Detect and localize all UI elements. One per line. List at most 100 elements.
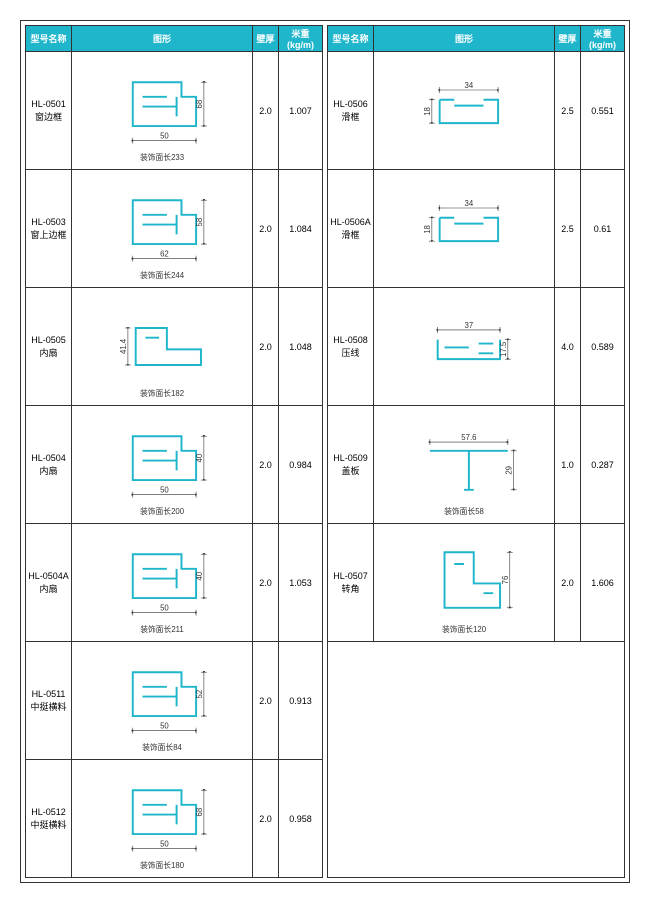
svg-text:18: 18 [423,225,432,234]
model-code: HL-0506A [330,216,371,229]
graph-cell: 50 52装饰面长84 [72,642,253,760]
graph-cell: 34 18 [374,52,555,170]
thickness-cell: 2.5 [555,170,581,288]
table-row: HL-0501 窗边框 50 68装饰面长233 2.0 1.007 [26,52,323,170]
svg-text:装饰面长180: 装饰面长180 [140,860,185,870]
svg-text:装饰面长233: 装饰面长233 [140,152,184,162]
graph-cell: 57.6 29装饰面长58 [374,406,555,524]
graph-cell: 50 68 装饰面长233 [72,52,253,170]
th-graph: 图形 [72,26,253,52]
graph-cell: 50 68装饰面长180 [72,760,253,878]
model-code: HL-0506 [330,98,371,111]
table-row: HL-0508 压线 37 17.5 4.0 0.589 [328,288,625,406]
thickness-cell: 2.0 [253,288,279,406]
right-table: 型号名称 图形 壁厚 米重(kg/m) HL-0506 滑框 34 18 2.5… [327,25,625,642]
svg-text:18: 18 [423,107,432,116]
model-code: HL-0512 [28,806,69,819]
model-name: 窗边框 [28,111,69,124]
model-cell: HL-0501 窗边框 [26,52,72,170]
graph-cell: 34 18 [374,170,555,288]
svg-text:17.5: 17.5 [499,342,508,357]
svg-text:62: 62 [160,250,169,259]
thickness-cell: 2.0 [253,642,279,760]
graph-cell: 50 40 装饰面长211 [72,524,253,642]
model-cell: HL-0507 转角 [328,524,374,642]
svg-text:34: 34 [465,81,474,90]
svg-text:装饰面长200: 装饰面长200 [140,506,185,516]
svg-text:41.4: 41.4 [119,338,128,354]
svg-text:68: 68 [195,808,204,817]
svg-text:68: 68 [195,100,204,109]
svg-text:装饰面长182: 装饰面长182 [140,388,184,398]
table-row: HL-0506 滑框 34 18 2.5 0.551 [328,52,625,170]
model-name: 滑框 [330,111,371,124]
model-name: 滑框 [330,229,371,242]
model-name: 内扇 [28,465,69,478]
model-cell: HL-0506A 滑框 [328,170,374,288]
weight-cell: 1.084 [279,170,323,288]
svg-text:装饰面长120: 装饰面长120 [442,624,487,634]
table-row: HL-0509 盖板 57.6 29装饰面长58 1.0 0.287 [328,406,625,524]
model-cell: HL-0505 内扇 [26,288,72,406]
svg-text:50: 50 [160,486,169,495]
table-row: HL-0507 转角 76装饰面长120 2.0 1.606 [328,524,625,642]
thickness-cell: 2.0 [253,760,279,878]
svg-text:34: 34 [465,199,474,208]
thickness-cell: 4.0 [555,288,581,406]
svg-text:50: 50 [160,132,169,141]
model-code: HL-0503 [28,216,69,229]
th-graph: 图形 [374,26,555,52]
empty-filler [327,642,625,878]
weight-cell: 1.048 [279,288,323,406]
svg-text:装饰面长84: 装饰面长84 [142,742,182,752]
model-name: 转角 [330,583,371,596]
weight-cell: 0.589 [581,288,625,406]
table-row: HL-0504 内扇 50 40 装饰面长200 2.0 0.984 [26,406,323,524]
left-column: 型号名称 图形 壁厚 米重(kg/m) HL-0501 窗边框 50 68 装饰面… [25,25,323,878]
model-name: 内扇 [28,347,69,360]
model-code: HL-0509 [330,452,371,465]
graph-cell: 76装饰面长120 [374,524,555,642]
model-code: HL-0504A [28,570,69,583]
weight-cell: 0.551 [581,52,625,170]
th-weight: 米重(kg/m) [581,26,625,52]
left-table: 型号名称 图形 壁厚 米重(kg/m) HL-0501 窗边框 50 68 装饰面… [25,25,323,878]
model-cell: HL-0506 滑框 [328,52,374,170]
graph-cell: 41.4 装饰面长182 [72,288,253,406]
svg-text:装饰面长244: 装饰面长244 [140,270,185,280]
svg-text:装饰面长58: 装饰面长58 [444,506,484,516]
weight-cell: 0.61 [581,170,625,288]
svg-text:装饰面长211: 装饰面长211 [140,624,184,634]
th-thickness: 壁厚 [253,26,279,52]
thickness-cell: 2.5 [555,52,581,170]
svg-text:57.6: 57.6 [461,433,476,442]
th-weight: 米重(kg/m) [279,26,323,52]
th-model: 型号名称 [328,26,374,52]
th-thickness: 壁厚 [555,26,581,52]
model-code: HL-0508 [330,334,371,347]
model-code: HL-0501 [28,98,69,111]
thickness-cell: 2.0 [253,170,279,288]
model-cell: HL-0512 中挺横料 [26,760,72,878]
model-name: 内扇 [28,583,69,596]
svg-text:50: 50 [160,722,169,731]
graph-cell: 62 58装饰面长244 [72,170,253,288]
th-model: 型号名称 [26,26,72,52]
thickness-cell: 1.0 [555,406,581,524]
thickness-cell: 2.0 [253,406,279,524]
model-name: 压线 [330,347,371,360]
weight-cell: 0.287 [581,406,625,524]
thickness-cell: 2.0 [253,52,279,170]
model-cell: HL-0504 内扇 [26,406,72,524]
svg-text:50: 50 [160,604,169,613]
weight-cell: 0.984 [279,406,323,524]
svg-text:40: 40 [195,571,204,580]
weight-cell: 1.606 [581,524,625,642]
model-name: 中挺横料 [28,819,69,832]
model-name: 盖板 [330,465,371,478]
table-row: HL-0512 中挺横料 50 68装饰面长180 2.0 0.958 [26,760,323,878]
svg-text:40: 40 [195,453,204,462]
weight-cell: 1.053 [279,524,323,642]
spec-table-page: 型号名称 图形 壁厚 米重(kg/m) HL-0501 窗边框 50 68 装饰面… [20,20,630,883]
thickness-cell: 2.0 [253,524,279,642]
